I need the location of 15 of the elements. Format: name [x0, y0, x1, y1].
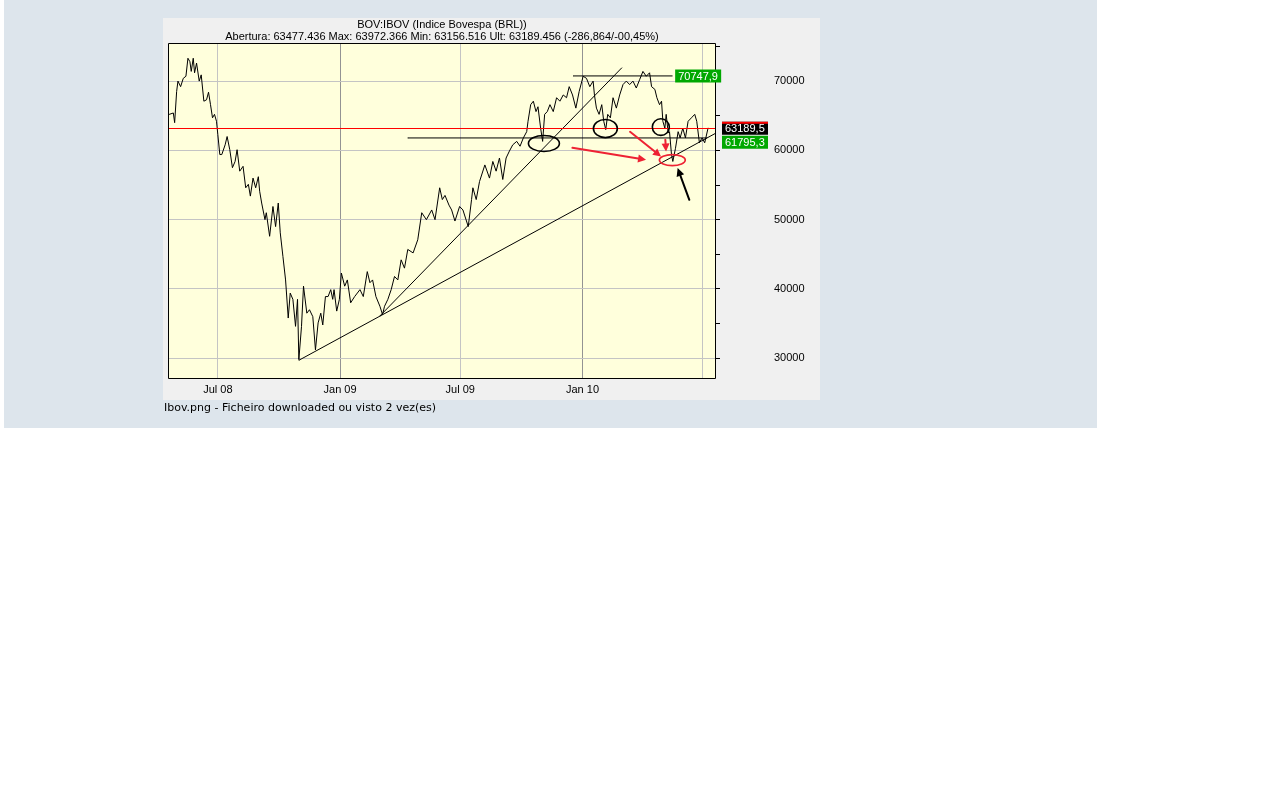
y-tick-label: 50000 [774, 212, 805, 225]
text: Ibov.png - Ficheiro downloaded ou visto 2 vez(es) [164, 401, 437, 414]
x-tick-label: Jan 10 [565, 382, 599, 395]
x-tick-label: Jul 09 [445, 382, 475, 395]
x-tick-label: Jul 08 [203, 382, 233, 395]
annotation: 61795,3 [725, 136, 765, 149]
chart-title: BOV:IBOV (Indice Bovespa (BRL)) [356, 18, 528, 30]
y-tick-label: 30000 [774, 351, 805, 364]
y-tick-label: 40000 [774, 281, 805, 294]
y-tick-label: 60000 [774, 143, 805, 156]
ref-line-label: 63189,5 [725, 122, 765, 135]
chart-subtitle: Abertura: 63477.436 Max: 63972.366 Min: 63156.516 Ult: 63189.456 (-286,864/-00,45%) [224, 30, 660, 42]
y-tick-label: 70000 [774, 74, 805, 87]
x-tick-label: Jan 09 [323, 382, 357, 395]
annotation: 70747,9 [678, 69, 718, 82]
